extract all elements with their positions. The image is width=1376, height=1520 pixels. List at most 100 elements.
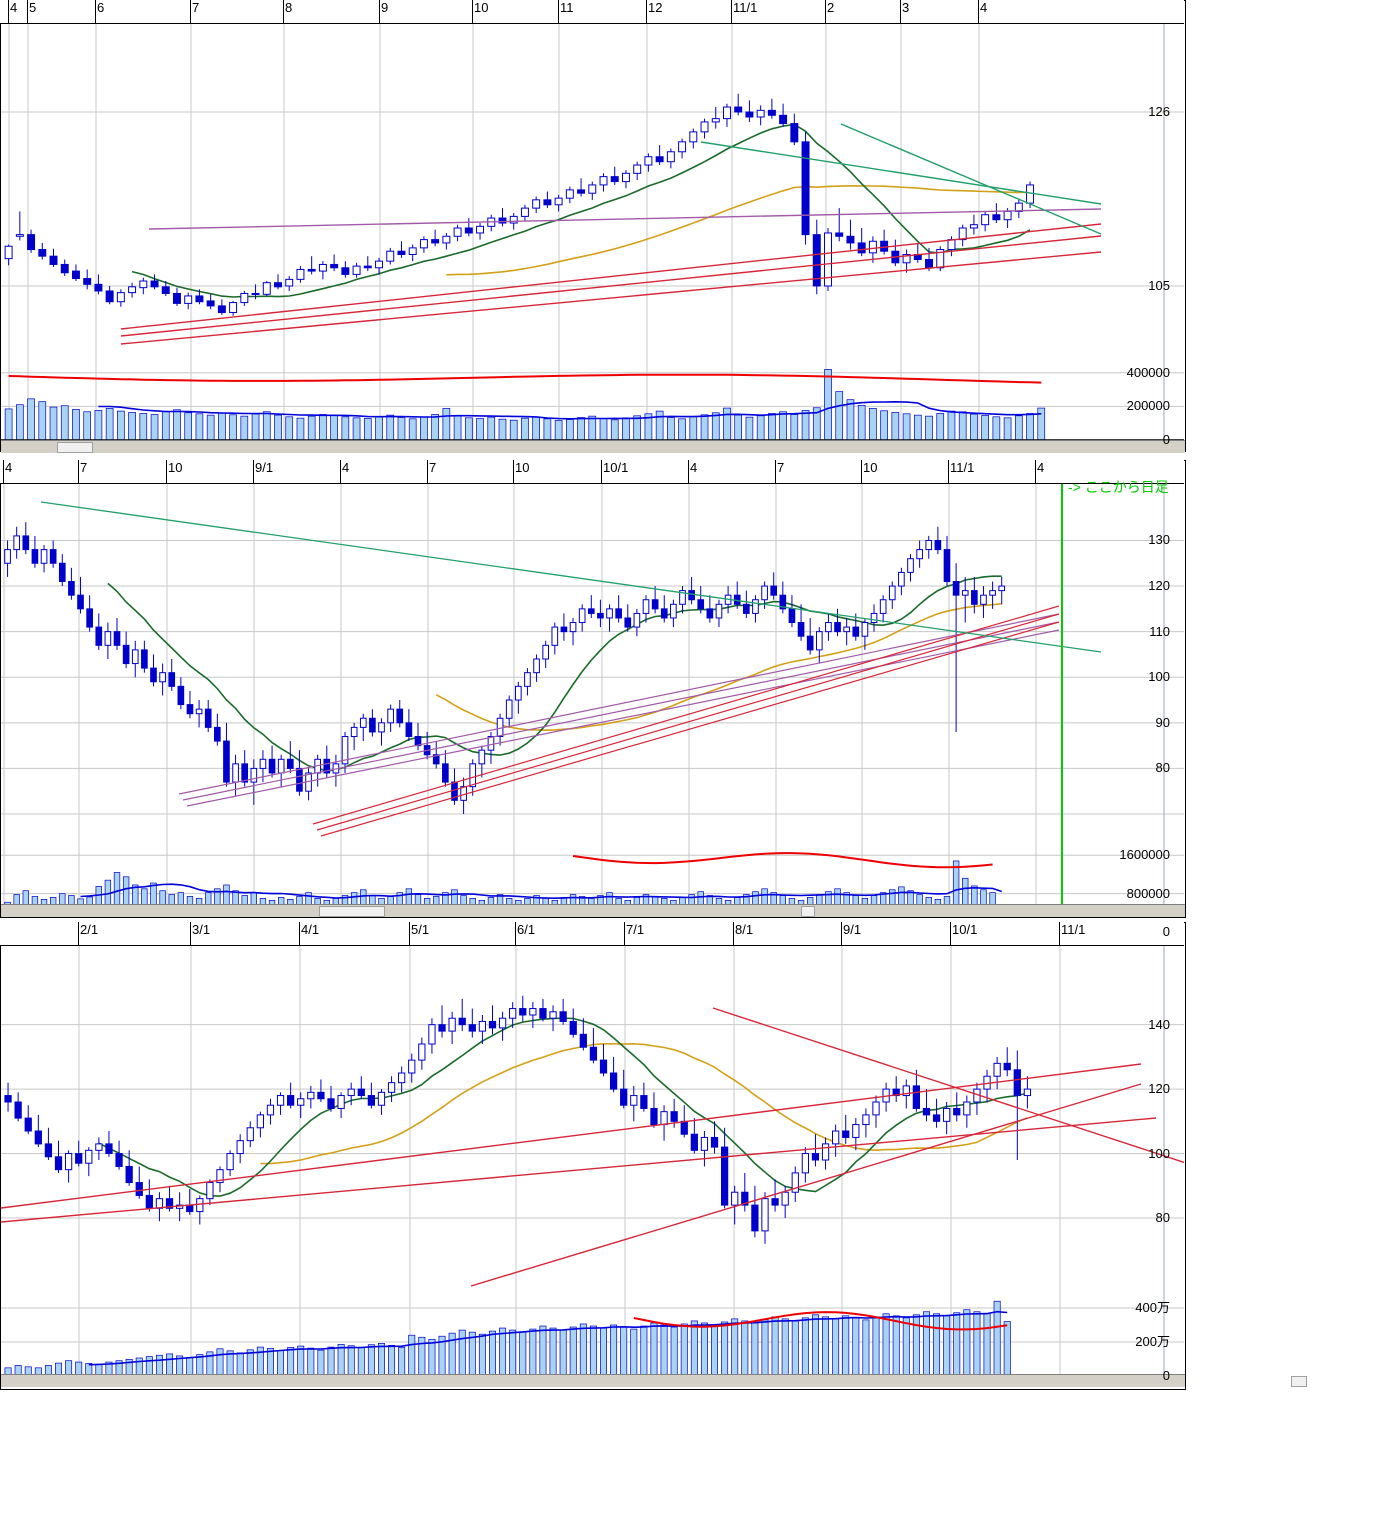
candlestick-series bbox=[4, 93, 1035, 316]
x-axis-tick-label: 5/1 bbox=[411, 922, 430, 937]
x-axis-tick-label: 9 bbox=[381, 0, 389, 15]
panel-bottom-plot[interactable] bbox=[1, 946, 1184, 1386]
x-axis-tick-rule bbox=[3, 460, 4, 484]
x-axis-tick-rule bbox=[78, 922, 79, 946]
panel-top-hscrollbar[interactable] bbox=[1, 440, 1185, 453]
x-axis-tick-rule bbox=[825, 0, 826, 24]
x-axis-tick-label: 4 bbox=[10, 0, 18, 15]
trendline bbox=[470, 1083, 1142, 1287]
x-axis-tick-rule bbox=[27, 0, 28, 24]
trendline bbox=[182, 621, 1060, 801]
x-axis-tick-rule bbox=[900, 0, 901, 24]
trendline bbox=[178, 613, 1060, 795]
trendline bbox=[312, 605, 1060, 825]
x-axis-tick-label: 7/1 bbox=[626, 922, 645, 937]
x-axis-tick-label: 9/1 bbox=[255, 460, 274, 475]
trendline bbox=[316, 613, 1060, 831]
x-axis-tick-rule bbox=[950, 922, 951, 946]
trendline bbox=[148, 208, 1102, 230]
panel-bottom-scroll-thumb[interactable] bbox=[1291, 1376, 1307, 1387]
x-axis-tick-label: 7 bbox=[192, 0, 200, 15]
x-axis-tick-rule bbox=[1059, 922, 1060, 946]
x-axis-tick-label: 4 bbox=[690, 460, 698, 475]
volume-axis-label: 0 bbox=[1162, 432, 1170, 447]
x-axis-tick-rule bbox=[379, 0, 380, 24]
price-axis-label: 90 bbox=[1155, 714, 1170, 730]
x-axis-tick-rule bbox=[733, 922, 734, 946]
trendline bbox=[1, 1063, 1142, 1209]
x-axis-tick-rule bbox=[78, 460, 79, 484]
panel-middle-x-axis: 4 7 10 9/1 4 7 10 10/1 4 7 10 11/1 4 bbox=[0, 460, 1184, 484]
x-axis-tick-rule bbox=[841, 922, 842, 946]
trendline bbox=[712, 1007, 1184, 1164]
price-axis-label: 110 bbox=[1149, 623, 1170, 639]
price-axis-label: 120 bbox=[1148, 1081, 1170, 1097]
credit-balance-line bbox=[633, 1311, 1008, 1331]
x-axis-tick-label: 11 bbox=[560, 0, 574, 15]
x-axis-tick-rule bbox=[1035, 460, 1036, 484]
x-axis-tick-rule bbox=[731, 0, 732, 24]
trendline bbox=[186, 629, 1060, 807]
panel-top-plot[interactable] bbox=[1, 24, 1184, 450]
moving-average-short-line bbox=[98, 1017, 1028, 1197]
price-axis-label: 100 bbox=[1148, 669, 1170, 685]
trendline bbox=[40, 501, 1102, 653]
volume-moving-average-line bbox=[98, 400, 1042, 420]
x-axis-tick-label: 4 bbox=[980, 0, 988, 15]
x-axis-tick-label: 4 bbox=[1037, 460, 1045, 475]
volume-axis-label: 1600000 bbox=[1119, 847, 1170, 863]
panel-middle-scroll-thumb[interactable] bbox=[319, 906, 385, 917]
moving-average-long-line bbox=[446, 184, 1031, 276]
chart-panel-middle[interactable]: 4 7 10 9/1 4 7 10 10/1 4 7 10 11/1 4 -> ここから日足 bbox=[0, 460, 1376, 918]
panel-middle-plot[interactable] bbox=[1, 484, 1184, 914]
x-axis-tick-rule bbox=[861, 460, 862, 484]
x-axis-tick-label: 8 bbox=[285, 0, 293, 15]
x-axis-tick-label: 4/1 bbox=[301, 922, 320, 937]
x-axis-tick-label: 9/1 bbox=[843, 922, 862, 937]
x-axis-tick-rule bbox=[253, 460, 254, 484]
panel-top-x-axis: 4 5 6 7 8 9 10 11 12 11/1 2 3 4 bbox=[0, 0, 1184, 24]
panel-middle-scroll-thumb-2[interactable] bbox=[801, 906, 815, 917]
moving-average-short-line bbox=[131, 123, 1031, 298]
volume-moving-average-line bbox=[80, 883, 1002, 900]
chart-panel-bottom[interactable]: 2/1 3/1 4/1 5/1 6/1 7/1 8/1 9/1 10/1 11/1 bbox=[0, 922, 1376, 1390]
x-axis-tick-rule bbox=[283, 0, 284, 24]
x-axis-tick-rule bbox=[558, 0, 559, 24]
candlestick-series bbox=[4, 522, 1006, 814]
chart-panel-top[interactable]: 4 5 6 7 8 9 10 11 12 11/1 2 3 4 bbox=[0, 0, 1376, 453]
panel-top-scroll-thumb[interactable] bbox=[57, 442, 93, 453]
volume-bars bbox=[4, 1300, 1011, 1377]
credit-balance-line bbox=[572, 852, 993, 869]
x-axis-tick-label: 10 bbox=[863, 460, 878, 475]
panel-bottom-hscrollbar[interactable] bbox=[1, 1374, 1307, 1387]
x-axis-tick-rule bbox=[190, 922, 191, 946]
x-axis-tick-label: 11/1 bbox=[950, 460, 975, 475]
price-axis-label: 140 bbox=[1148, 1016, 1170, 1032]
trendline bbox=[1, 1117, 1157, 1223]
panel-middle-hscrollbar[interactable] bbox=[1, 904, 1185, 917]
x-axis-tick-label: 2 bbox=[827, 0, 835, 15]
x-axis-tick-label: 3 bbox=[902, 0, 910, 15]
volume-moving-average-line bbox=[88, 1310, 1008, 1366]
x-axis-tick-rule bbox=[948, 460, 949, 484]
moving-average-long-line bbox=[260, 1042, 1028, 1165]
x-axis-tick-rule bbox=[978, 0, 979, 24]
x-axis-tick-rule bbox=[515, 922, 516, 946]
price-axis-label: 126 bbox=[1148, 104, 1170, 119]
candlestick-series bbox=[4, 995, 1032, 1244]
x-axis-tick-label: 4 bbox=[342, 460, 350, 475]
x-axis-tick-rule bbox=[427, 460, 428, 484]
x-axis-tick-label: 10/1 bbox=[603, 460, 629, 475]
x-axis-tick-label: 11/1 bbox=[1061, 922, 1086, 937]
x-axis-tick-label: 3/1 bbox=[192, 922, 211, 937]
x-axis-tick-rule bbox=[775, 460, 776, 484]
x-axis-tick-label: 8/1 bbox=[735, 922, 754, 937]
price-axis-label: 80 bbox=[1155, 760, 1170, 776]
x-axis-tick-rule bbox=[299, 922, 300, 946]
x-axis-tick-label: 10 bbox=[168, 460, 183, 475]
x-axis-tick-rule bbox=[409, 922, 410, 946]
x-axis-tick-label: 5 bbox=[29, 0, 37, 15]
volume-bars bbox=[4, 369, 1046, 441]
x-axis-tick-rule bbox=[646, 0, 647, 24]
trendline bbox=[840, 123, 1102, 235]
